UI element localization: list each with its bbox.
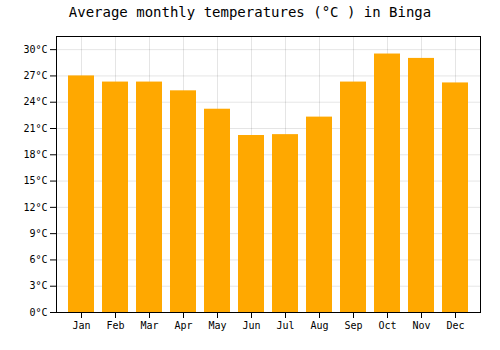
svg-text:27°C: 27°C bbox=[23, 70, 47, 81]
svg-text:21°C: 21°C bbox=[23, 123, 47, 134]
svg-text:12°C: 12°C bbox=[23, 202, 47, 213]
svg-text:Jul: Jul bbox=[276, 320, 294, 331]
svg-text:Dec: Dec bbox=[446, 320, 464, 331]
svg-text:Oct: Oct bbox=[378, 320, 396, 331]
svg-text:18°C: 18°C bbox=[23, 149, 47, 160]
svg-text:Feb: Feb bbox=[106, 320, 124, 331]
html-text:Average monthly temperatures (: Average monthly temperatures (°C ) in Bi… bbox=[68, 4, 432, 20]
svg-text:Nov: Nov bbox=[412, 320, 430, 331]
svg-text:Sep: Sep bbox=[344, 320, 362, 331]
svg-text:Mar: Mar bbox=[140, 320, 158, 331]
svg-text:Apr: Apr bbox=[174, 320, 192, 331]
svg-text:Jan: Jan bbox=[72, 320, 90, 331]
svg-text:Jun: Jun bbox=[242, 320, 260, 331]
svg-text:6°C: 6°C bbox=[29, 254, 47, 265]
svg-text:3°C: 3°C bbox=[29, 280, 47, 291]
svg-text:Aug: Aug bbox=[310, 320, 328, 331]
svg-text:9°C: 9°C bbox=[29, 228, 47, 239]
svg-text:May: May bbox=[208, 320, 226, 331]
svg-text:15°C: 15°C bbox=[23, 175, 47, 186]
svg-text:30°C: 30°C bbox=[23, 44, 47, 55]
svg-text:0°C: 0°C bbox=[29, 307, 47, 318]
svg-text:24°C: 24°C bbox=[23, 96, 47, 107]
